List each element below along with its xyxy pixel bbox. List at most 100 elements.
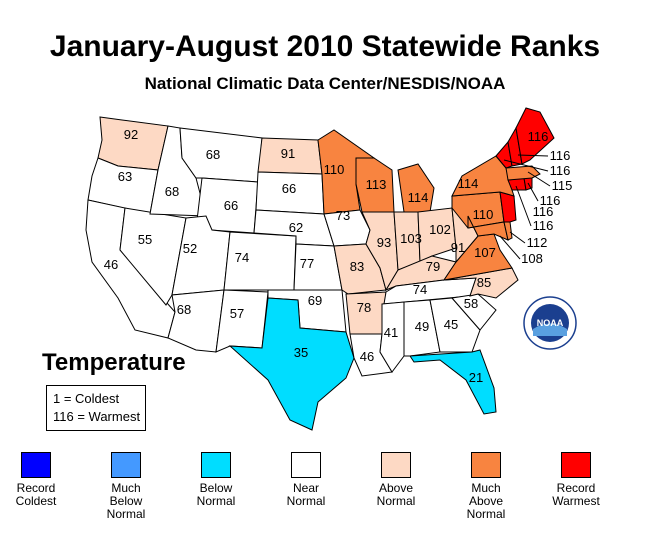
- rank-label-al: 49: [415, 319, 429, 334]
- rank-label-nj: 116: [533, 204, 554, 219]
- legend-item: Below Normal: [171, 452, 261, 508]
- map-subtitle: National Climatic Data Center/NESDIS/NOA…: [144, 74, 506, 93]
- rank-label-mi: 114: [408, 190, 429, 205]
- map-title: January-August 2010 Statewide Ranks: [49, 30, 601, 63]
- noaa-logo: NOAA: [523, 296, 577, 350]
- rank-label-ks: 77: [300, 256, 314, 271]
- rank-label-mn: 110: [324, 162, 345, 177]
- temperature-heading: Temperature: [42, 349, 186, 376]
- rank-label-id: 68: [165, 184, 179, 199]
- rank-label-ca: 46: [104, 257, 118, 272]
- legend-label: Warmest: [552, 494, 600, 508]
- rank-label-nc: 85: [477, 275, 491, 290]
- rank-callout-ma: 115: [552, 178, 573, 193]
- leader-line-ct: [515, 185, 532, 227]
- rank-label-ga: 45: [444, 317, 458, 332]
- legend-swatch: [201, 452, 231, 478]
- noaa-logo-text: NOAA: [537, 318, 564, 328]
- rank-label-ok: 69: [308, 293, 322, 308]
- legend-label: Above: [468, 494, 504, 508]
- state-az: [167, 289, 225, 353]
- rank-key-warmest: 116 = Warmest: [53, 409, 141, 424]
- legend-swatch: [381, 452, 411, 478]
- rank-label-wi: 113: [366, 177, 387, 192]
- rank-label-nv: 55: [138, 232, 152, 247]
- legend-label: Near: [292, 481, 319, 495]
- legend-swatch: [21, 452, 51, 478]
- rank-label-fl: 21: [469, 370, 483, 385]
- rank-label-mo: 83: [350, 259, 364, 274]
- rank-label-ky: 79: [426, 259, 440, 274]
- state-oh: [417, 207, 457, 263]
- legend-item: Record Coldest: [0, 452, 81, 508]
- rank-label-va: 107: [474, 245, 496, 260]
- legend-label: Above: [378, 481, 414, 495]
- legend-label: Below: [109, 494, 143, 508]
- legend-label: Much: [471, 481, 501, 495]
- state-mn: [317, 129, 375, 215]
- legend-swatch: [471, 452, 501, 478]
- rank-callout-me: 116: [528, 129, 549, 144]
- rank-label-ny: 114: [458, 176, 479, 191]
- rank-label-ut: 52: [183, 241, 197, 256]
- legend-swatch: [111, 452, 141, 478]
- rank-callout-vt: 116: [550, 163, 571, 178]
- legend-item: Above Normal: [351, 452, 441, 508]
- legend-label: Normal: [286, 494, 326, 508]
- legend-label: Coldest: [15, 494, 57, 508]
- leader-line-ma: [527, 171, 551, 187]
- state-fl: [409, 349, 497, 415]
- rank-label-pa: 110: [473, 207, 494, 222]
- rank-label-tn: 74: [413, 282, 427, 297]
- state-nv: [119, 207, 187, 306]
- rank-label-ne: 62: [289, 220, 303, 235]
- rank-label-la: 46: [360, 349, 374, 364]
- rank-label-wv: 91: [451, 240, 465, 255]
- leader-line-vt: [503, 159, 549, 172]
- legend-item: Record Warmest: [531, 452, 621, 508]
- rank-label-nd: 91: [281, 146, 295, 161]
- legend-label: Normal: [196, 494, 236, 508]
- rank-label-wa: 92: [124, 127, 138, 142]
- legend-label: Normal: [466, 507, 506, 521]
- legend-label: Below: [199, 481, 233, 495]
- legend-swatch: [561, 452, 591, 478]
- rank-label-in: 103: [400, 231, 422, 246]
- rank-label-ar: 78: [357, 300, 371, 315]
- rank-key-coldest: 1 = Coldest: [53, 391, 120, 406]
- rank-label-ia: 73: [336, 208, 350, 223]
- rank-label-tx: 35: [294, 345, 308, 360]
- rank-label-az: 68: [177, 302, 191, 317]
- rank-label-mt: 68: [206, 147, 220, 162]
- rank-label-oh: 102: [429, 222, 451, 237]
- state-sc: [451, 293, 497, 331]
- rank-label-nm: 57: [230, 306, 244, 321]
- rank-callout-ct: 116: [533, 218, 554, 233]
- rank-label-ms: 41: [384, 325, 398, 340]
- legend-label: Record: [556, 481, 596, 495]
- rank-callout-nh: 116: [550, 148, 571, 163]
- rank-key: 1 = Coldest 116 = Warmest: [46, 385, 146, 431]
- state-ga: [429, 297, 481, 353]
- rank-label-sc: 58: [464, 296, 478, 311]
- rank-callout-md: 108: [521, 251, 543, 266]
- legend-swatch: [291, 452, 321, 478]
- rank-label-il: 93: [377, 235, 391, 250]
- rank-callout-ri: 116: [540, 193, 561, 208]
- rank-label-co: 74: [235, 250, 249, 265]
- legend-label: Normal: [106, 507, 146, 521]
- legend-item: Near Normal: [261, 452, 351, 508]
- rank-callout-de: 112: [527, 235, 548, 250]
- state-nc: [443, 267, 519, 299]
- state-nm: [215, 289, 269, 353]
- legend-label: Record: [16, 481, 56, 495]
- state-tx: [228, 297, 355, 431]
- state-al: [403, 299, 441, 357]
- leader-line-md: [499, 235, 521, 260]
- legend-label: Normal: [376, 494, 416, 508]
- state-mi: [397, 163, 435, 213]
- leader-line-nh: [517, 154, 549, 157]
- rank-label-sd: 66: [282, 181, 296, 196]
- legend-label: Much: [111, 481, 141, 495]
